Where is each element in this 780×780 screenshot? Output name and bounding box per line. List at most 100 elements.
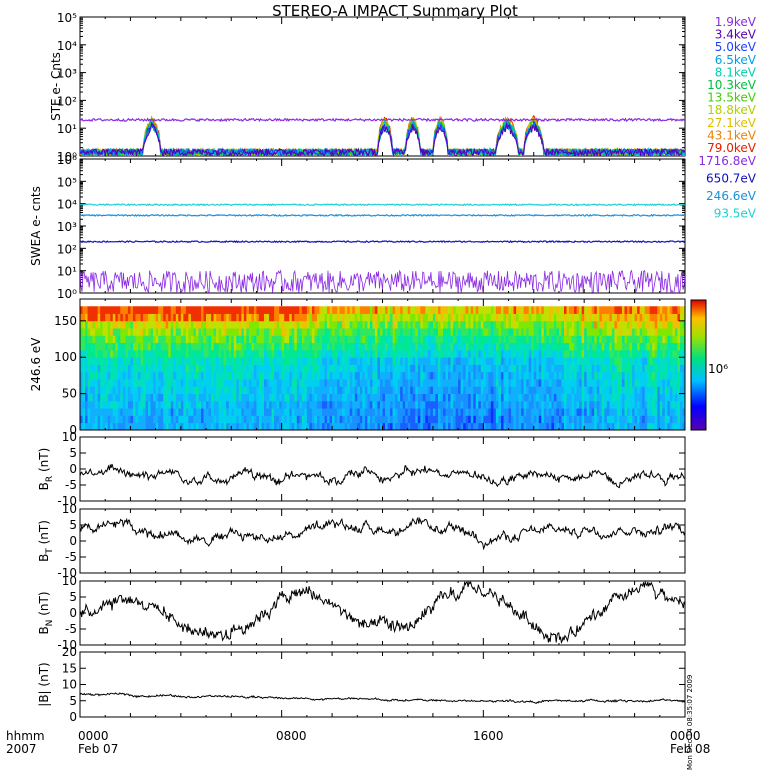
pad-cell [296,422,300,430]
pad-cell [198,400,202,409]
pad-cell [485,415,489,424]
pad-cell [538,400,542,409]
pad-cell [180,306,184,314]
pad-cell [188,422,192,430]
pad-cell [614,400,618,409]
pad-cell [264,306,267,314]
pad-cell [258,415,262,424]
pad-cell [546,328,550,336]
pad-cell [589,379,593,387]
pad-cell [508,320,512,329]
pad-cell [566,335,570,344]
pad-cell [614,386,618,395]
pad-cell [168,349,172,358]
pad-cell [120,313,124,322]
pad-cell [589,349,593,358]
pad-cell [198,328,202,336]
pad-cell [473,422,477,430]
pad-cell [319,408,323,416]
pad-cell [185,415,189,424]
pad-cell [130,422,134,430]
bn-ytick-label: -5 [65,622,77,636]
pad-cell [543,393,547,402]
pad-cell [412,422,416,430]
ste-ytick-label: 10⁰ [57,150,77,164]
pad-cell [407,364,411,373]
pad-cell [682,364,685,373]
pad-cell [415,364,419,373]
pad-cell [188,335,192,344]
pad-cell [316,335,320,344]
pad-cell [621,306,625,314]
pad-cell [150,357,154,365]
pad-cell [87,386,91,395]
pad-cell [201,335,204,344]
colorbar-label: 10⁶ [708,362,728,376]
pad-cell [178,386,182,395]
pad-cell [644,386,648,395]
pad-cell [218,386,222,395]
pad-cell [374,422,378,430]
pad-cell [153,379,157,387]
pad-cell [385,379,388,387]
pad-cell [473,349,477,358]
pad-cell [422,371,426,380]
pad-cell [374,400,378,409]
pad-cell [193,422,197,430]
pad-cell [170,342,174,351]
pad-cell [531,408,535,416]
pad-cell [430,364,434,373]
pad-cell [674,328,678,336]
pad-cell [90,364,93,373]
pad-cell [561,335,565,344]
pad-cell [306,400,310,409]
pad-cell [619,379,623,387]
pad-cell [228,357,232,365]
pad-cell [175,320,179,329]
pad-cell [221,386,225,395]
pad-cell [211,393,214,402]
pad-cell [309,422,313,430]
pad-cell [556,328,560,336]
pad-cell [213,320,217,329]
pad-cell [228,371,232,380]
pad-cell [480,342,484,351]
pad-cell [558,400,562,409]
pad-cell [531,400,535,409]
pad-cell [400,357,404,365]
pad-cell [296,408,300,416]
pad-cell [448,306,451,314]
pad-cell [627,313,630,322]
pad-cell [591,313,595,322]
pad-cell [322,393,325,402]
pad-cell [581,379,585,387]
pad-cell [374,342,378,351]
pad-cell [606,328,610,336]
pad-cell [314,393,318,402]
pad-cell [513,422,517,430]
pad-cell [112,328,116,336]
pad-cell [475,306,479,314]
pad-cell [367,415,371,424]
pad-cell [122,320,126,329]
pad-cell [185,342,189,351]
pad-cell [291,342,295,351]
pad-cell [531,415,535,424]
pad-cell [669,313,673,322]
pad-cell [609,320,613,329]
pad-cell [402,386,406,395]
pad-cell [218,349,222,358]
pad-cell [294,386,298,395]
pad-cell [231,328,235,336]
pad-cell [183,357,187,365]
ste-legend: 1.9keV3.4keV5.0keV6.5keV8.1keV10.3keV13.… [707,15,757,155]
pad-cell [682,349,685,358]
pad-cell [135,371,139,380]
pad-cell [284,415,288,424]
pad-cell [145,357,149,365]
pad-cell [251,415,255,424]
pad-cell [513,393,517,402]
pad-cell [342,415,346,424]
pad-cell [677,357,681,365]
pad-cell [291,328,295,336]
